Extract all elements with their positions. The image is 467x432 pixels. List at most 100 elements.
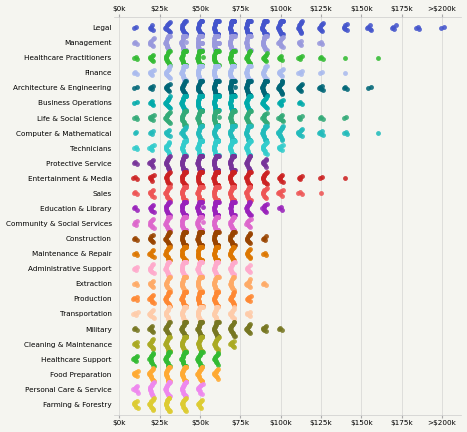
Point <box>244 21 251 28</box>
Point <box>262 194 270 201</box>
Point <box>212 138 219 145</box>
Point <box>180 241 187 248</box>
Point <box>244 178 252 185</box>
Point <box>213 212 220 219</box>
Point <box>243 23 250 30</box>
Point <box>132 279 139 286</box>
Point <box>196 106 203 113</box>
Point <box>178 308 186 315</box>
Point <box>163 308 170 315</box>
Point <box>163 374 171 381</box>
Point <box>246 137 254 143</box>
Point <box>213 63 221 70</box>
Point <box>230 17 237 24</box>
Point <box>165 379 173 386</box>
Point <box>198 168 206 175</box>
Point <box>166 150 173 157</box>
Point <box>180 351 187 358</box>
Point <box>263 184 270 191</box>
Point <box>181 46 189 53</box>
Point <box>229 167 237 174</box>
Point <box>230 121 237 128</box>
Point <box>133 40 141 47</box>
Point <box>147 281 155 288</box>
Point <box>179 103 187 110</box>
Point <box>198 76 205 83</box>
Point <box>165 198 172 205</box>
Point <box>180 178 187 185</box>
Point <box>211 143 218 149</box>
Point <box>148 278 156 285</box>
Point <box>198 153 205 160</box>
Point <box>195 154 203 161</box>
Point <box>164 335 172 342</box>
Point <box>227 163 234 170</box>
Point <box>213 137 221 143</box>
Point <box>213 168 220 175</box>
Point <box>259 23 266 30</box>
Point <box>198 152 205 159</box>
Point <box>227 74 235 81</box>
Point <box>247 153 254 160</box>
Point <box>214 287 222 294</box>
Point <box>214 183 222 190</box>
Point <box>163 368 170 375</box>
Point <box>230 63 238 70</box>
Point <box>246 31 254 38</box>
Point <box>229 63 236 70</box>
Point <box>230 46 237 53</box>
Point <box>229 61 236 68</box>
Point <box>213 229 221 235</box>
Point <box>197 197 204 203</box>
Point <box>196 181 204 188</box>
Point <box>198 17 205 24</box>
Point <box>181 63 189 70</box>
Point <box>211 172 219 178</box>
Point <box>197 317 204 324</box>
Point <box>246 61 254 68</box>
Point <box>215 39 222 46</box>
Point <box>213 121 220 128</box>
Point <box>258 85 266 92</box>
Point <box>227 117 235 124</box>
Point <box>166 80 174 87</box>
Point <box>195 313 202 320</box>
Point <box>163 223 171 230</box>
Point <box>260 173 268 180</box>
Point <box>183 152 190 159</box>
Point <box>246 197 253 203</box>
Point <box>162 309 170 316</box>
Point <box>227 206 234 213</box>
Point <box>194 295 201 302</box>
Point <box>180 76 188 83</box>
Point <box>194 23 202 30</box>
Point <box>212 316 220 323</box>
Point <box>195 216 203 222</box>
Point <box>230 76 238 83</box>
Point <box>182 46 190 53</box>
Point <box>341 83 349 90</box>
Point <box>211 67 218 74</box>
Point <box>279 44 286 51</box>
Point <box>230 32 237 39</box>
Point <box>245 91 253 98</box>
Point <box>212 345 220 352</box>
Point <box>163 313 170 320</box>
Point <box>231 229 239 235</box>
Point <box>180 61 187 68</box>
Point <box>166 75 173 82</box>
Point <box>214 76 222 83</box>
Point <box>164 238 172 245</box>
Point <box>245 278 252 285</box>
Point <box>244 140 252 147</box>
Point <box>197 46 204 53</box>
Point <box>227 248 234 255</box>
Point <box>211 163 218 170</box>
Point <box>261 324 269 330</box>
Point <box>183 349 190 356</box>
Point <box>212 164 219 171</box>
Point <box>181 169 188 176</box>
Point <box>166 120 174 127</box>
Point <box>231 83 239 90</box>
Point <box>245 76 253 83</box>
